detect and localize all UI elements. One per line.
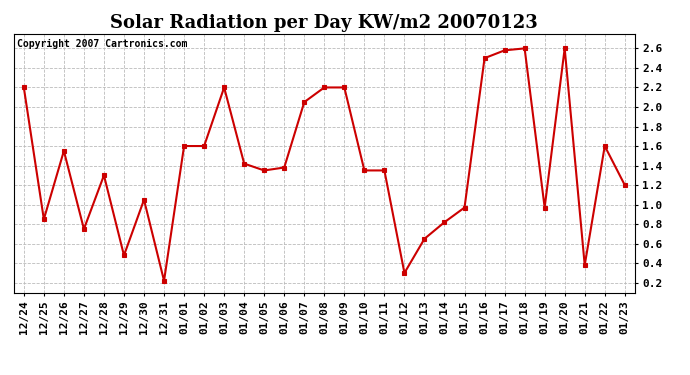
Text: Copyright 2007 Cartronics.com: Copyright 2007 Cartronics.com [17, 39, 187, 49]
Title: Solar Radiation per Day KW/m2 20070123: Solar Radiation per Day KW/m2 20070123 [110, 14, 538, 32]
